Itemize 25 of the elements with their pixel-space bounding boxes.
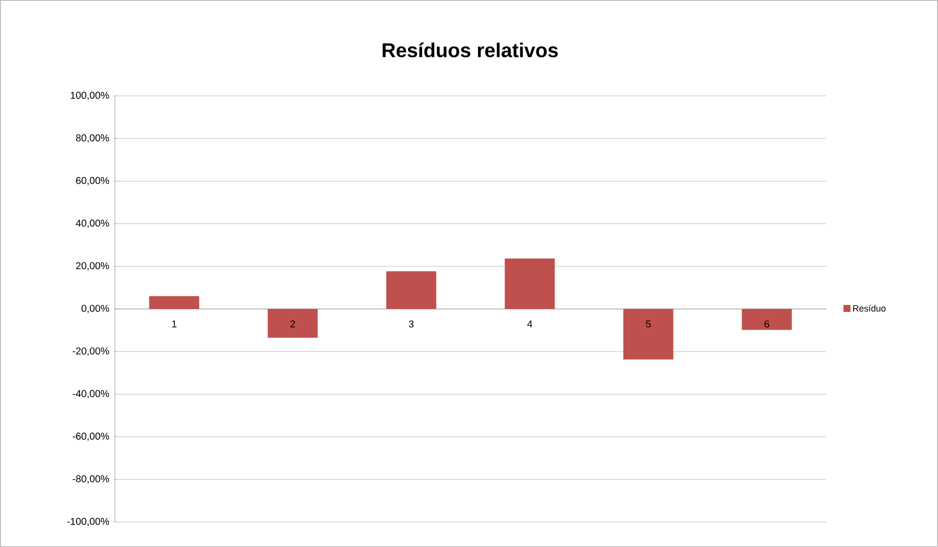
x-tick-label: 4 (527, 320, 532, 328)
bar (149, 296, 200, 309)
y-tick-label: -80,00% (72, 475, 110, 484)
y-tick-label: 80,00% (76, 134, 110, 143)
y-tick-label: 40,00% (76, 220, 110, 228)
y-tick-label: -100,00% (67, 518, 110, 526)
x-tick-label: 6 (764, 320, 770, 328)
bar (623, 309, 674, 360)
bar (504, 258, 555, 309)
x-tick-label: 5 (646, 320, 651, 328)
legend-label: Resíduo (853, 304, 886, 312)
chart-title: Resíduos relativos (382, 42, 558, 58)
y-tick-label: 100,00% (70, 92, 110, 100)
y-tick-label: 20,00% (76, 262, 110, 271)
y-tick-label: -40,00% (72, 390, 110, 398)
y-tick-label: 0,00% (82, 304, 110, 314)
y-tick-label: -60,00% (72, 432, 110, 441)
x-tick-label: 3 (408, 320, 414, 328)
y-tick-label: 60,00% (76, 177, 110, 186)
bar (268, 309, 318, 338)
x-tick-label: 2 (290, 320, 295, 328)
x-tick-label: 1 (172, 320, 176, 328)
bar (386, 271, 436, 309)
y-tick-label: -20,00% (72, 347, 110, 356)
bar (742, 309, 792, 330)
